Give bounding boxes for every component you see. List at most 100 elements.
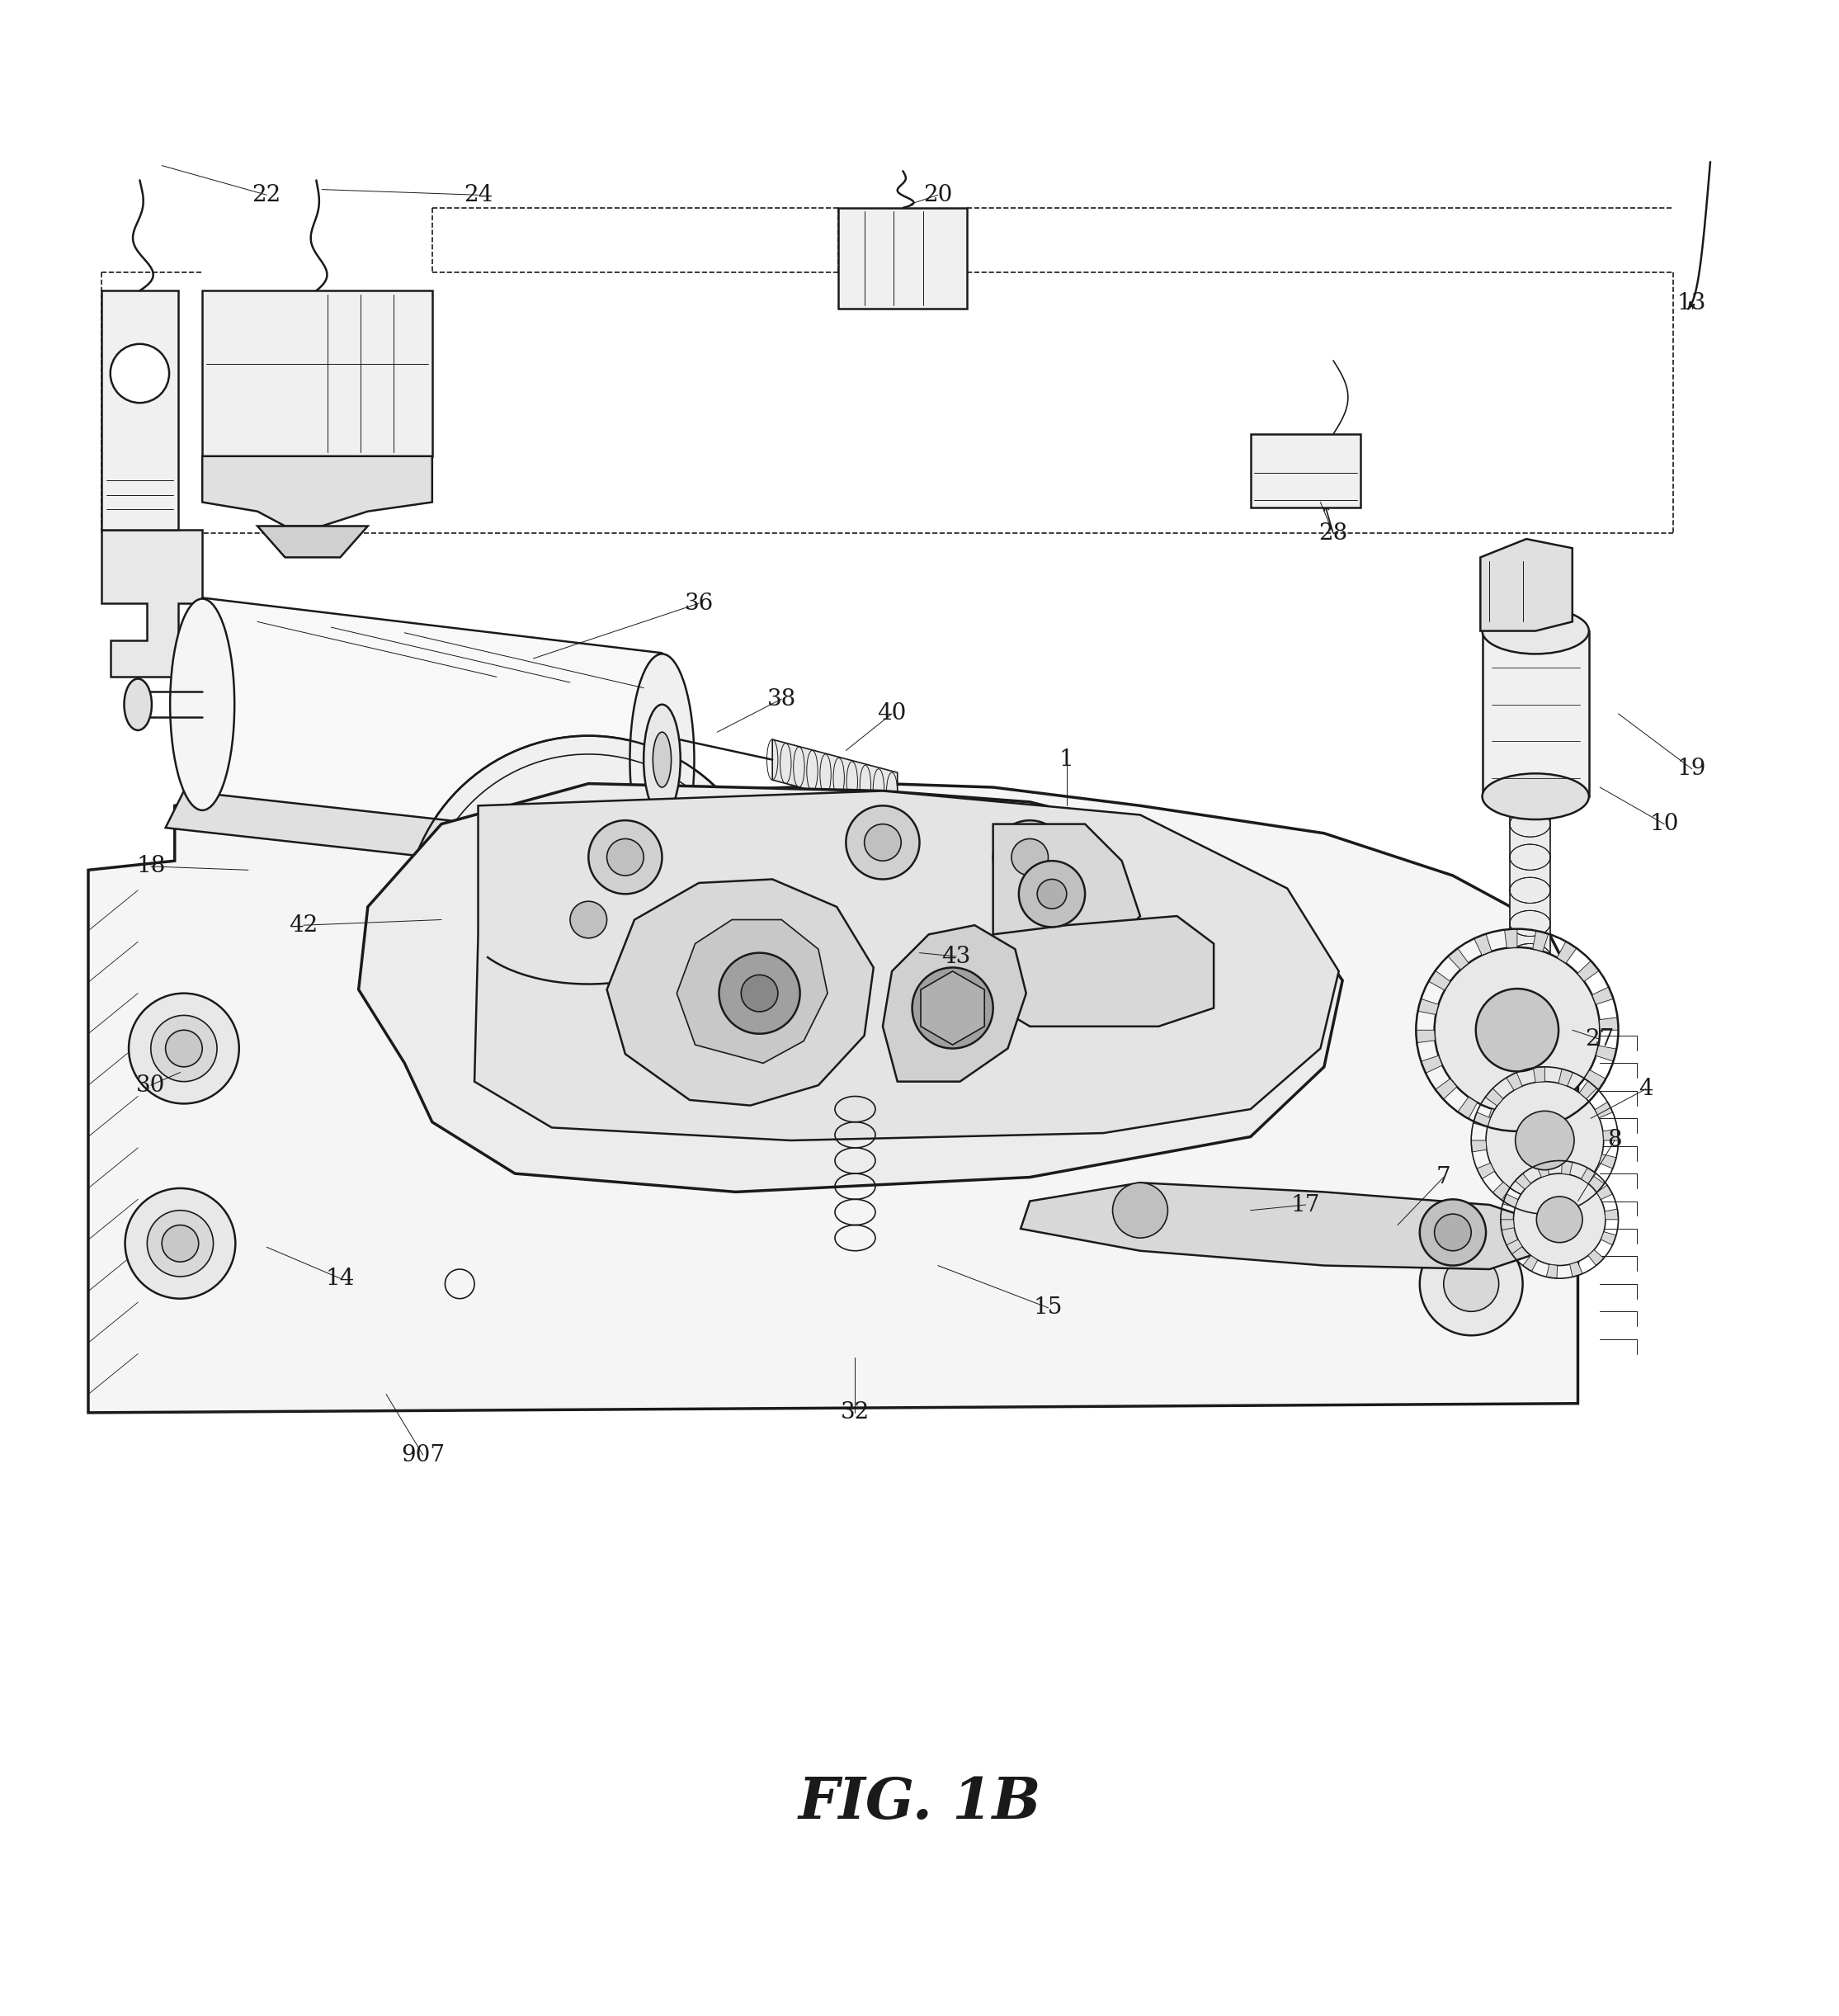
Polygon shape (1558, 1068, 1572, 1087)
Text: 907: 907 (401, 1443, 445, 1466)
Circle shape (1011, 839, 1048, 875)
Polygon shape (1493, 1181, 1510, 1200)
Circle shape (162, 1226, 199, 1262)
Polygon shape (984, 915, 1214, 1026)
Text: FIG. 1B: FIG. 1B (798, 1774, 1041, 1831)
Polygon shape (1416, 1030, 1434, 1042)
Text: 20: 20 (923, 183, 953, 206)
Bar (1510, 810, 1550, 1022)
Circle shape (1113, 1183, 1168, 1238)
Text: 19: 19 (1677, 758, 1707, 780)
Polygon shape (1596, 1046, 1616, 1060)
Text: 15: 15 (1034, 1296, 1063, 1318)
Circle shape (1475, 988, 1558, 1070)
Circle shape (1486, 1081, 1604, 1200)
Text: 40: 40 (877, 702, 907, 726)
Circle shape (147, 1210, 213, 1276)
Text: 4: 4 (1639, 1079, 1653, 1101)
Ellipse shape (629, 653, 695, 865)
Polygon shape (1545, 1200, 1556, 1214)
Polygon shape (1471, 1141, 1486, 1151)
Polygon shape (166, 790, 680, 883)
Circle shape (1513, 1173, 1605, 1266)
Ellipse shape (653, 732, 671, 788)
Polygon shape (1502, 1193, 1517, 1208)
Ellipse shape (123, 679, 151, 730)
Text: 43: 43 (942, 946, 971, 968)
Polygon shape (1589, 1250, 1604, 1266)
Polygon shape (1561, 1161, 1572, 1175)
Circle shape (1019, 861, 1085, 927)
Text: 27: 27 (1585, 1028, 1615, 1050)
Text: 28: 28 (1319, 522, 1348, 544)
Circle shape (912, 968, 993, 1048)
Bar (101, 290, 178, 530)
Polygon shape (257, 526, 368, 556)
Circle shape (129, 994, 239, 1103)
Polygon shape (1532, 931, 1548, 952)
Text: 38: 38 (767, 687, 796, 710)
Circle shape (741, 976, 778, 1012)
Circle shape (405, 736, 772, 1103)
Circle shape (864, 825, 901, 861)
Polygon shape (1583, 1070, 1605, 1089)
Polygon shape (1021, 1183, 1545, 1270)
Text: 24: 24 (463, 183, 493, 206)
Circle shape (1515, 1111, 1574, 1169)
Polygon shape (1447, 948, 1469, 970)
Circle shape (1037, 879, 1067, 909)
Circle shape (719, 954, 800, 1034)
Polygon shape (101, 530, 202, 677)
Polygon shape (1477, 1163, 1495, 1179)
Polygon shape (1515, 1173, 1530, 1189)
Polygon shape (1506, 1240, 1523, 1254)
Polygon shape (1486, 1109, 1502, 1129)
Polygon shape (1558, 941, 1576, 964)
Circle shape (543, 873, 634, 966)
Polygon shape (1501, 1220, 1513, 1230)
Circle shape (1434, 1214, 1471, 1250)
Text: 30: 30 (136, 1075, 166, 1097)
Polygon shape (1596, 1185, 1613, 1200)
Polygon shape (1587, 1175, 1604, 1191)
Text: 14: 14 (326, 1268, 355, 1290)
Ellipse shape (1482, 609, 1589, 653)
Polygon shape (359, 784, 1342, 1191)
Polygon shape (1517, 1195, 1532, 1212)
Polygon shape (1436, 1079, 1456, 1099)
Polygon shape (1578, 962, 1598, 982)
Polygon shape (1565, 1091, 1587, 1113)
Text: 36: 36 (684, 593, 714, 615)
Text: 17: 17 (1291, 1193, 1320, 1216)
Polygon shape (202, 599, 662, 865)
Polygon shape (1506, 1073, 1523, 1091)
Circle shape (570, 901, 607, 937)
Polygon shape (1543, 1105, 1559, 1127)
Polygon shape (1571, 1262, 1583, 1276)
Polygon shape (607, 879, 874, 1105)
Polygon shape (1458, 1097, 1477, 1119)
Circle shape (1434, 948, 1600, 1113)
Polygon shape (993, 825, 1140, 956)
Text: 10: 10 (1650, 812, 1679, 835)
Circle shape (125, 1187, 235, 1298)
Circle shape (588, 821, 662, 893)
Bar (839, 208, 967, 308)
Polygon shape (1534, 1066, 1545, 1083)
Circle shape (110, 345, 169, 403)
Polygon shape (1547, 1264, 1558, 1278)
Circle shape (934, 990, 971, 1026)
Polygon shape (1422, 1056, 1442, 1073)
Ellipse shape (561, 903, 616, 935)
Text: 13: 13 (1677, 292, 1707, 314)
Circle shape (993, 821, 1067, 893)
Polygon shape (1593, 988, 1613, 1004)
Circle shape (1420, 1200, 1486, 1266)
Polygon shape (1600, 1155, 1616, 1169)
Polygon shape (1473, 1113, 1490, 1127)
Text: 1: 1 (1059, 748, 1074, 770)
Circle shape (846, 806, 920, 879)
Polygon shape (1475, 933, 1491, 956)
Circle shape (1537, 1198, 1582, 1242)
Polygon shape (1480, 538, 1572, 631)
